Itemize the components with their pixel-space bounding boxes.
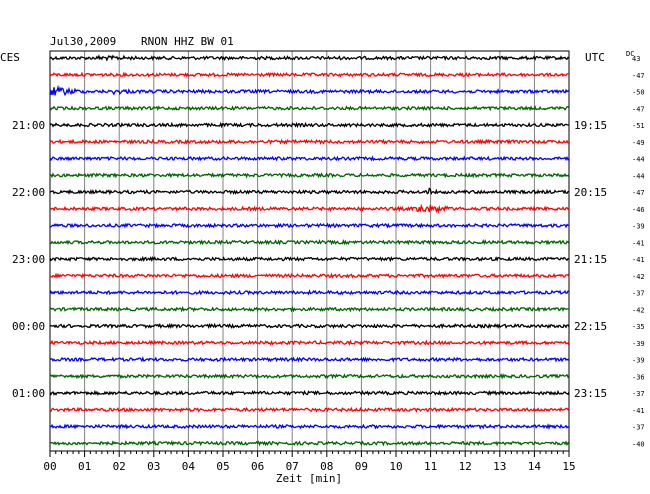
dc-offset-label: -41 [632, 407, 645, 415]
trace-line [49, 305, 570, 313]
trace-line [49, 423, 570, 430]
left-time-label: 21:00 [12, 119, 45, 132]
trace-line [49, 255, 570, 263]
date-label: Jul30,2009 [50, 35, 116, 48]
trace-line [49, 322, 570, 330]
left-timezone-label: CES [0, 51, 20, 64]
dc-header-label: DC [626, 50, 634, 58]
trace-line [49, 239, 570, 246]
right-time-label: 20:15 [574, 186, 607, 199]
right-time-label: 21:15 [574, 253, 607, 266]
x-tick-label: 12 [459, 460, 472, 473]
x-axis-ticks: 00 01 02 03 04 05 06 07 08 09 10 11 12 13 14 15 [43, 451, 576, 473]
trace-line [49, 138, 570, 145]
dc-offset-label: -50 [632, 89, 645, 97]
dc-offset-label: -41 [632, 239, 645, 247]
dc-offset-label: 43 [632, 55, 640, 63]
dc-offset-label: -44 [632, 156, 645, 164]
left-time-label: 00:00 [12, 320, 45, 333]
x-tick-label: 11 [424, 460, 437, 473]
right-time-label: 22:15 [574, 320, 607, 333]
dc-offset-label: -47 [632, 72, 645, 80]
x-tick-label: 08 [320, 460, 333, 473]
dc-offset-label: -39 [632, 340, 645, 348]
x-tick-label: 06 [251, 460, 264, 473]
dc-offset-label: -41 [632, 256, 645, 264]
dc-offset-label: -51 [632, 122, 645, 130]
trace-line [49, 105, 570, 112]
x-tick-label: 03 [147, 460, 160, 473]
left-time-label: 01:00 [12, 387, 45, 400]
trace-line [49, 172, 570, 179]
dc-offset-label: -37 [632, 290, 645, 298]
time-label-group: 21:00 22:00 23:00 00:00 01:00 19:15 20:15 21:15… [12, 119, 607, 400]
trace-line [49, 272, 570, 280]
x-tick-label: 01 [78, 460, 91, 473]
dc-offset-label: -44 [632, 172, 645, 180]
dc-offset-label: -39 [632, 223, 645, 231]
left-time-label: 22:00 [12, 186, 45, 199]
right-timezone-label: UTC [585, 51, 605, 64]
dc-offset-label: -46 [632, 206, 645, 214]
plot-frame [49, 50, 570, 452]
trace-line [49, 54, 570, 62]
x-tick-label: 14 [528, 460, 542, 473]
grid-lines [84, 51, 535, 451]
trace-line [49, 440, 570, 447]
x-tick-label: 09 [355, 460, 368, 473]
trace-line [49, 339, 570, 346]
trace-line [49, 121, 570, 129]
dc-offset-group: 43 -47 -50 -47 -51 -49 -44 -44 -47 -46 -39 -41 -41 -4… [632, 55, 645, 448]
trace-line [49, 289, 570, 296]
x-tick-label: 05 [216, 460, 229, 473]
trace-line [50, 222, 570, 229]
dc-offset-label: -47 [632, 189, 645, 197]
trace-line [49, 71, 570, 78]
trace-group [49, 54, 570, 447]
trace-line [49, 389, 570, 397]
trace-line [49, 372, 570, 380]
x-tick-label: 13 [493, 460, 506, 473]
trace-line [49, 187, 570, 196]
dc-offset-label: -39 [632, 357, 645, 365]
left-time-label: 23:00 [12, 253, 45, 266]
trace-line [49, 155, 570, 162]
dc-offset-label: -49 [632, 139, 645, 147]
trace-line [49, 406, 570, 413]
trace-line [49, 203, 570, 214]
station-label: RNON HHZ BW 01 [141, 35, 234, 48]
dc-offset-label: -42 [632, 273, 645, 281]
dc-offset-label: -37 [632, 390, 645, 398]
x-tick-label: 07 [286, 460, 299, 473]
dc-offset-label: -35 [632, 323, 645, 331]
dc-offset-label: -37 [632, 424, 645, 432]
dc-offset-label: -36 [632, 373, 645, 381]
right-time-label: 23:15 [574, 387, 607, 400]
x-axis-title: Zeit [min] [276, 472, 342, 485]
right-time-label: 19:15 [574, 119, 607, 132]
x-tick-label: 15 [562, 460, 575, 473]
x-tick-label: 00 [43, 460, 56, 473]
dc-offset-label: -40 [632, 440, 645, 448]
trace-line [49, 356, 570, 363]
dc-offset-label: -47 [632, 105, 645, 113]
trace-line [49, 84, 570, 97]
x-tick-label: 02 [113, 460, 126, 473]
x-tick-label: 04 [182, 460, 196, 473]
x-tick-label: 10 [389, 460, 402, 473]
dc-offset-label: -42 [632, 306, 645, 314]
